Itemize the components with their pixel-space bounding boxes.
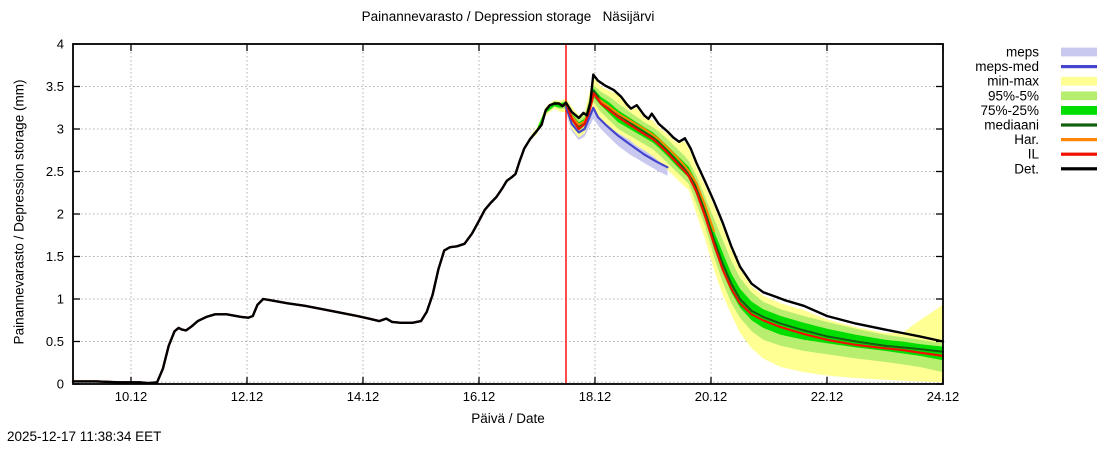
x-axis-label: Päivä / Date xyxy=(471,411,545,426)
y-tick-label: 0 xyxy=(57,377,64,392)
legend-item: IL xyxy=(1028,147,1097,162)
legend-swatch-band xyxy=(1061,91,1097,101)
y-tick-label: 2 xyxy=(57,207,64,222)
y-tick-label: 3 xyxy=(57,122,64,137)
legend-swatch-line xyxy=(1061,138,1097,142)
legend-label: 95%-5% xyxy=(988,88,1039,103)
legend-swatch-band xyxy=(1061,106,1097,115)
legend-label: Det. xyxy=(1014,161,1039,176)
legend-swatch-line xyxy=(1061,65,1097,69)
y-tick-label: 4 xyxy=(57,37,64,52)
y-tick-label: 3.5 xyxy=(46,79,64,94)
legend-item: Har. xyxy=(1014,132,1097,147)
y-axis-label: Painannevarasto / Depression storage (mm… xyxy=(11,79,27,345)
y-tick-label: 0.5 xyxy=(46,334,64,349)
y-tick-label: 1 xyxy=(57,292,64,307)
legend-item: Det. xyxy=(1014,161,1097,176)
legend-item: min-max xyxy=(987,74,1097,89)
legend-item: meps-med xyxy=(975,59,1097,74)
x-tick-label: 14.12 xyxy=(347,389,380,404)
legend-swatch-line xyxy=(1061,123,1097,127)
legend-item: mediaani xyxy=(984,118,1097,133)
legend-item: meps xyxy=(1006,45,1097,60)
x-tick-label: 22.12 xyxy=(811,389,844,404)
x-tick-label: 24.12 xyxy=(927,389,960,404)
legend-label: min-max xyxy=(987,74,1039,89)
axis-ticks xyxy=(73,43,944,385)
x-tick-label: 18.12 xyxy=(579,389,612,404)
legend-swatch-band xyxy=(1061,76,1097,86)
grid xyxy=(73,44,944,384)
x-tick-label: 20.12 xyxy=(695,389,728,404)
legend-label: 75%-25% xyxy=(980,103,1039,118)
tick-labels: 10.12 12.12 14.12 16.12 18.12 20.12 22.12 24.12… xyxy=(46,37,959,405)
line-meps-med xyxy=(564,105,669,169)
chart-title: Painannevarasto / Depression storage Näs… xyxy=(361,9,655,24)
y-tick-label: 1.5 xyxy=(46,249,64,264)
legend-swatch-line xyxy=(1061,152,1097,156)
legend-label: Har. xyxy=(1014,132,1039,147)
legend-label: meps-med xyxy=(975,59,1039,74)
legend-label: mediaani xyxy=(984,118,1039,133)
x-tick-label: 10.12 xyxy=(115,389,148,404)
legend-item: 75%-25% xyxy=(980,103,1097,118)
x-tick-label: 12.12 xyxy=(231,389,264,404)
legend-swatch-band xyxy=(1061,47,1097,57)
timestamp-label: 2025-12-17 11:38:34 EET xyxy=(7,429,162,444)
y-tick-label: 2.5 xyxy=(46,164,64,179)
legend-label: IL xyxy=(1028,147,1040,162)
legend-item: 95%-5% xyxy=(988,88,1097,103)
legend: mepsmeps-medmin-max95%-5%75%-25%mediaani… xyxy=(975,45,1097,176)
line-det xyxy=(71,73,945,385)
band-meps xyxy=(566,99,668,176)
x-tick-label: 16.12 xyxy=(463,389,496,404)
legend-label: meps xyxy=(1006,45,1039,60)
legend-swatch-line xyxy=(1061,167,1097,171)
